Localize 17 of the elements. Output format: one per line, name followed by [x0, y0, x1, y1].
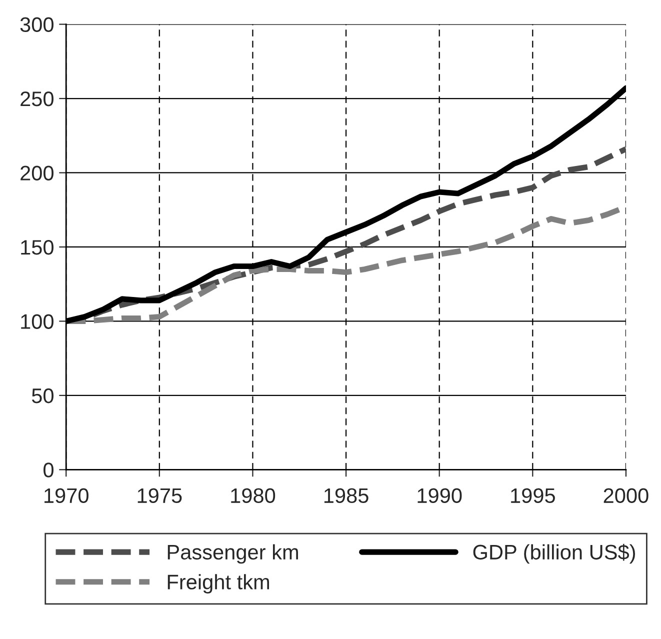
x-tick-label: 1980 — [231, 488, 276, 504]
x-tick-label: 1970 — [44, 488, 88, 504]
legend-label: Freight tkm — [168, 574, 270, 594]
legend-label: Passenger km — [168, 544, 298, 564]
y-tick-label: 0 — [44, 462, 54, 478]
y-tick-label: 250 — [20, 92, 54, 106]
x-tick-label: 1975 — [138, 488, 182, 504]
y-tick-label: 100 — [21, 314, 54, 329]
y-tick-label: 150 — [21, 240, 54, 255]
x-tick-label: 1985 — [324, 488, 368, 504]
legend-label: GDP (billion US$) — [473, 544, 635, 564]
x-tick-label: 1990 — [418, 488, 462, 504]
x-tick-label: 2000 — [604, 488, 648, 504]
y-tick-label: 200 — [20, 166, 54, 180]
x-tick-label: 1995 — [511, 488, 555, 504]
y-tick-label: 300 — [20, 17, 54, 32]
y-tick-label: 50 — [32, 388, 54, 404]
